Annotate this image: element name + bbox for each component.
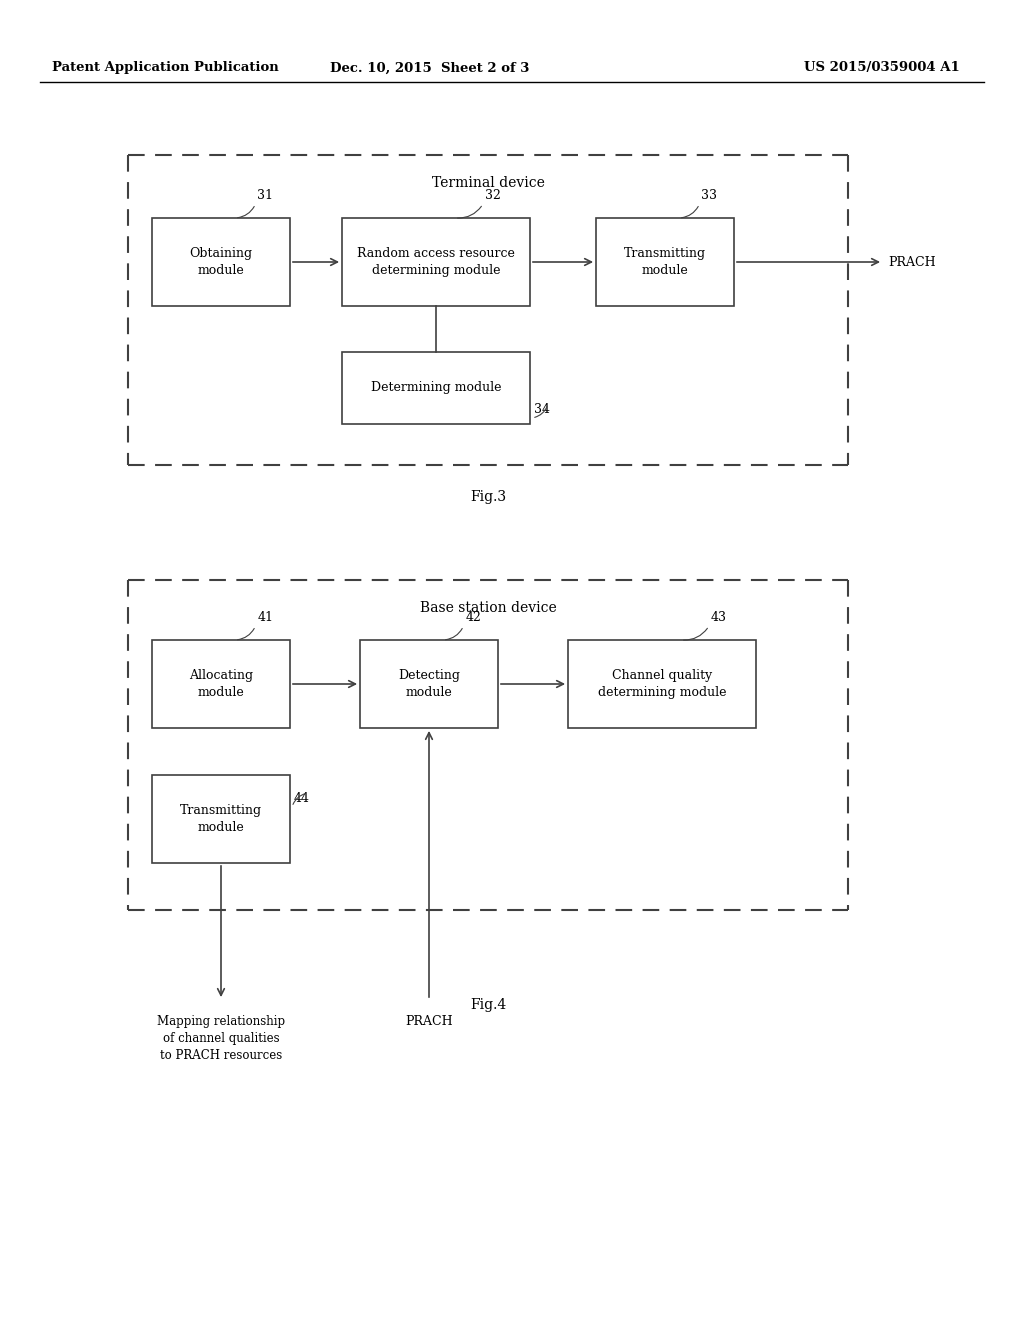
- Text: Base station device: Base station device: [420, 601, 556, 615]
- Text: Dec. 10, 2015  Sheet 2 of 3: Dec. 10, 2015 Sheet 2 of 3: [331, 62, 529, 74]
- Bar: [568, 640, 756, 729]
- Bar: [360, 640, 498, 729]
- Text: Mapping relationship
of channel qualities
to PRACH resources: Mapping relationship of channel qualitie…: [157, 1015, 285, 1063]
- Text: 34: 34: [534, 403, 550, 416]
- Text: 44: 44: [294, 792, 310, 805]
- Text: PRACH: PRACH: [406, 1015, 453, 1028]
- Text: Patent Application Publication: Patent Application Publication: [52, 62, 279, 74]
- Text: Determining module: Determining module: [371, 381, 502, 395]
- Bar: [342, 352, 530, 424]
- Text: 42: 42: [466, 611, 481, 624]
- Bar: [596, 218, 734, 306]
- Text: PRACH: PRACH: [888, 256, 936, 268]
- Bar: [152, 775, 290, 863]
- Text: 43: 43: [711, 611, 727, 624]
- Text: Transmitting
module: Transmitting module: [624, 247, 707, 277]
- Bar: [152, 640, 290, 729]
- Text: 33: 33: [701, 189, 718, 202]
- Bar: [342, 218, 530, 306]
- Text: 31: 31: [257, 189, 273, 202]
- Text: Terminal device: Terminal device: [431, 176, 545, 190]
- Text: Detecting
module: Detecting module: [398, 669, 460, 700]
- Text: Random access resource
determining module: Random access resource determining modul…: [357, 247, 515, 277]
- Bar: [152, 218, 290, 306]
- Text: 41: 41: [257, 611, 273, 624]
- Text: Fig.4: Fig.4: [470, 998, 506, 1012]
- Text: 32: 32: [485, 189, 501, 202]
- Text: Fig.3: Fig.3: [470, 490, 506, 504]
- Text: US 2015/0359004 A1: US 2015/0359004 A1: [804, 62, 961, 74]
- Text: Obtaining
module: Obtaining module: [189, 247, 253, 277]
- Text: Channel quality
determining module: Channel quality determining module: [598, 669, 726, 700]
- Text: Allocating
module: Allocating module: [189, 669, 253, 700]
- Text: Transmitting
module: Transmitting module: [180, 804, 262, 834]
